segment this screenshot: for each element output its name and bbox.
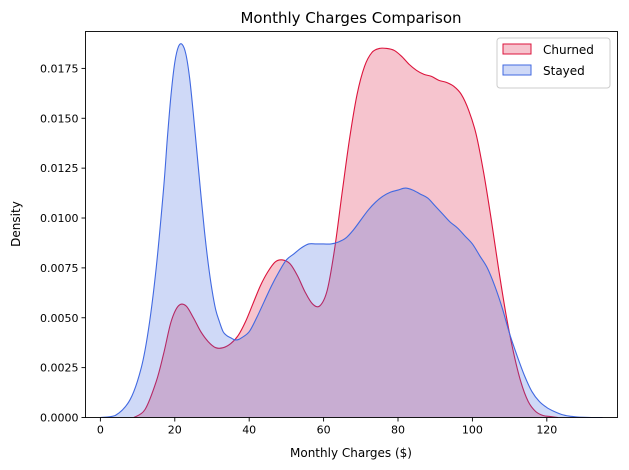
x-tick-label: 60 (317, 424, 331, 437)
series-areas (100, 43, 603, 419)
y-tick-label: 0.0150 (40, 112, 79, 125)
series-churned-fill (133, 48, 558, 418)
legend-swatch-churned (502, 43, 532, 55)
y-tick-label: 0.0125 (40, 162, 79, 175)
series-stayed-fill (100, 43, 603, 418)
x-axis-label: Monthly Charges ($) (290, 446, 412, 460)
x-tick-label: 20 (168, 424, 182, 437)
y-axis-label: Density (9, 201, 23, 247)
y-axis: 0.0000 0.0025 0.0050 0.0075 0.0100 0.0125 0.01… (40, 62, 86, 425)
plot-frame (85, 31, 618, 418)
x-tick-label: 0 (97, 424, 104, 437)
x-tick-label: 80 (391, 424, 405, 437)
y-tick-label: 0.0175 (40, 62, 79, 75)
legend-label-stayed: Stayed (543, 64, 585, 78)
series-stayed-line (100, 43, 603, 419)
legend-swatch-stayed (502, 64, 532, 76)
y-tick-label: 0.0100 (40, 212, 79, 225)
y-tick-label: 0.0075 (40, 262, 79, 275)
x-tick-label: 120 (536, 424, 557, 437)
x-tick-label: 40 (242, 424, 256, 437)
x-axis: 0 20 40 60 80 100 120 (97, 417, 557, 437)
y-tick-label: 0.0025 (40, 362, 79, 375)
chart-title: Monthly Charges Comparison (240, 9, 461, 27)
x-tick-label: 100 (462, 424, 483, 437)
series-churned-line (133, 47, 559, 419)
y-tick-label: 0.0000 (40, 412, 79, 425)
legend: Churned Stayed (496, 37, 611, 89)
legend-label-churned: Churned (543, 43, 594, 57)
y-tick-label: 0.0050 (40, 312, 79, 325)
